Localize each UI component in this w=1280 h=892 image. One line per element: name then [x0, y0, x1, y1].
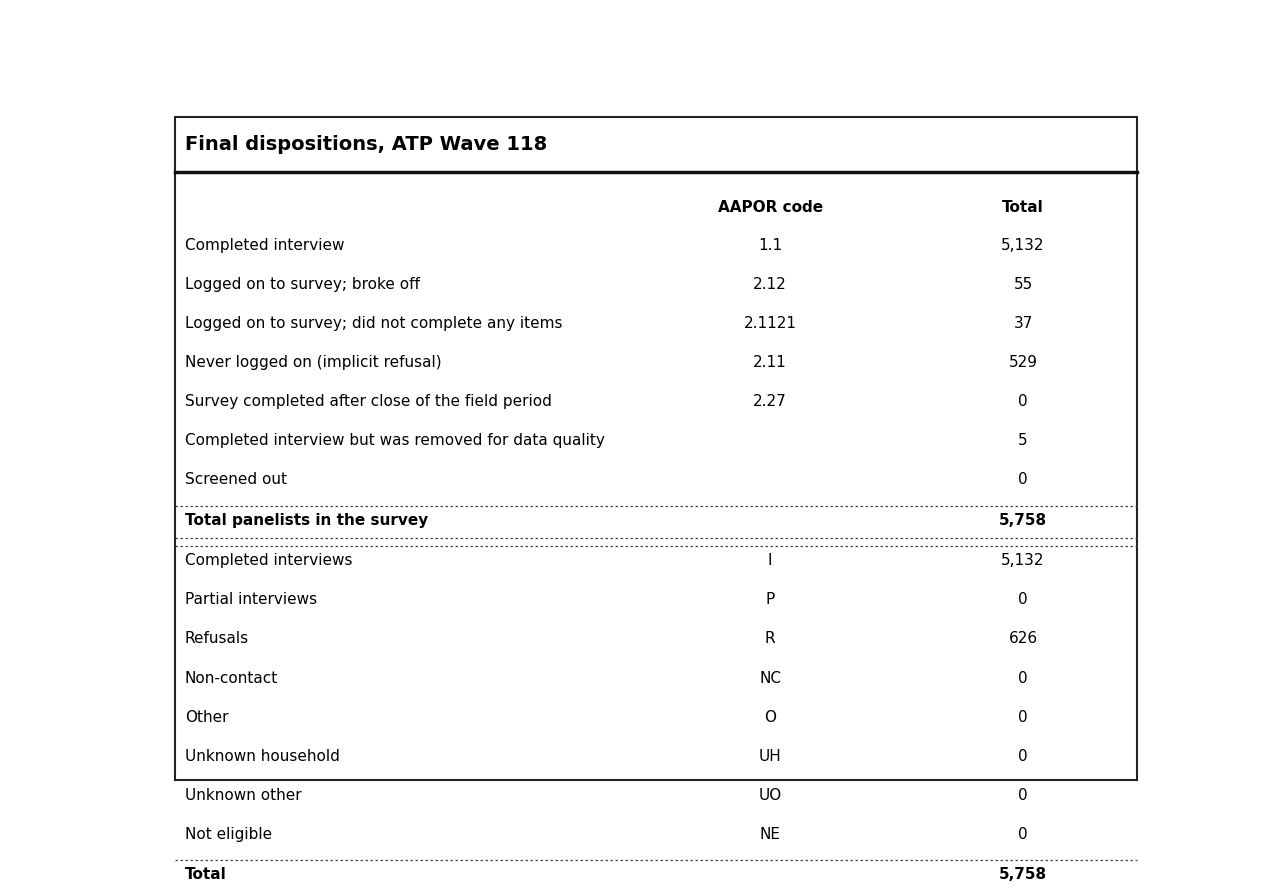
Text: Unknown other: Unknown other [184, 788, 301, 803]
Text: 2.12: 2.12 [753, 277, 787, 292]
Text: 0: 0 [1018, 749, 1028, 764]
Text: 0: 0 [1018, 710, 1028, 724]
Text: NC: NC [759, 671, 781, 686]
Text: 0: 0 [1018, 592, 1028, 607]
Text: 5: 5 [1018, 434, 1028, 449]
Text: 2.11: 2.11 [753, 355, 787, 370]
Text: 2.1121: 2.1121 [744, 316, 796, 331]
Text: 2.27: 2.27 [753, 394, 787, 409]
Text: Other: Other [184, 710, 228, 724]
Text: 0: 0 [1018, 671, 1028, 686]
FancyBboxPatch shape [175, 118, 1137, 780]
Text: 5,758: 5,758 [998, 513, 1047, 527]
Text: UH: UH [759, 749, 782, 764]
Text: Survey completed after close of the field period: Survey completed after close of the fiel… [184, 394, 552, 409]
Text: Partial interviews: Partial interviews [184, 592, 317, 607]
Text: 5,758: 5,758 [998, 867, 1047, 882]
Text: O: O [764, 710, 776, 724]
Text: Total panelists in the survey: Total panelists in the survey [184, 513, 428, 527]
Text: Never logged on (implicit refusal): Never logged on (implicit refusal) [184, 355, 442, 370]
Text: 0: 0 [1018, 827, 1028, 842]
Text: Screened out: Screened out [184, 473, 287, 487]
Text: 5,132: 5,132 [1001, 237, 1044, 252]
Text: 37: 37 [1014, 316, 1033, 331]
Text: 0: 0 [1018, 394, 1028, 409]
Text: NE: NE [759, 827, 781, 842]
Text: Completed interview but was removed for data quality: Completed interview but was removed for … [184, 434, 604, 449]
Text: 626: 626 [1009, 632, 1038, 647]
Text: Final dispositions, ATP Wave 118: Final dispositions, ATP Wave 118 [184, 135, 547, 153]
Text: Unknown household: Unknown household [184, 749, 339, 764]
Text: 1.1: 1.1 [758, 237, 782, 252]
Text: Logged on to survey; broke off: Logged on to survey; broke off [184, 277, 420, 292]
Text: I: I [768, 553, 772, 568]
Text: 0: 0 [1018, 473, 1028, 487]
Text: 55: 55 [1014, 277, 1033, 292]
Text: Not eligible: Not eligible [184, 827, 271, 842]
Text: Refusals: Refusals [184, 632, 248, 647]
Text: Total: Total [184, 867, 227, 882]
Text: 5,132: 5,132 [1001, 553, 1044, 568]
Text: Total: Total [1002, 200, 1044, 215]
Text: R: R [764, 632, 776, 647]
Text: Completed interviews: Completed interviews [184, 553, 352, 568]
Text: P: P [765, 592, 774, 607]
Text: 0: 0 [1018, 788, 1028, 803]
Text: Completed interview: Completed interview [184, 237, 344, 252]
Text: UO: UO [759, 788, 782, 803]
Text: 529: 529 [1009, 355, 1038, 370]
Text: AAPOR code: AAPOR code [718, 200, 823, 215]
Text: Non-contact: Non-contact [184, 671, 278, 686]
Text: Logged on to survey; did not complete any items: Logged on to survey; did not complete an… [184, 316, 562, 331]
